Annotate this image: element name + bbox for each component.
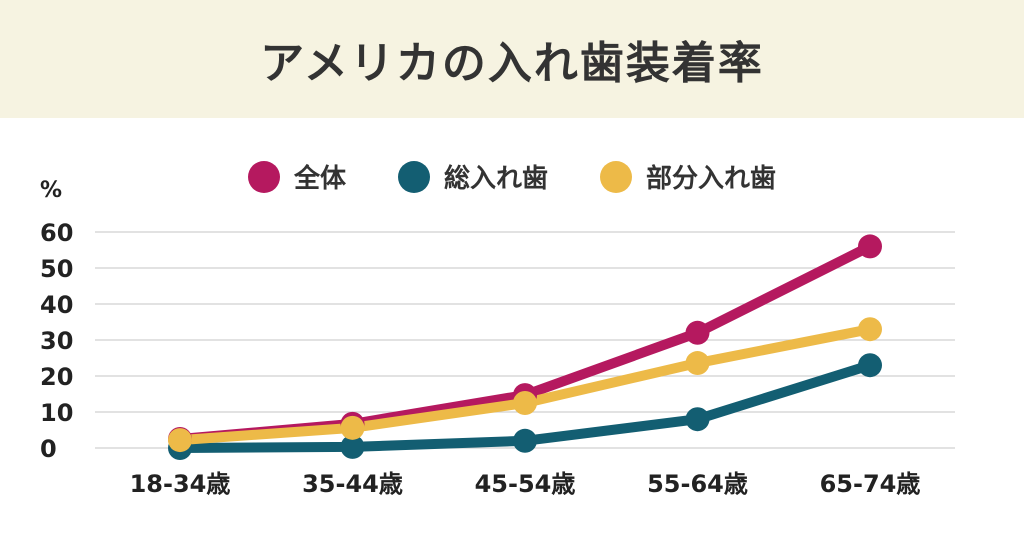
x-tick-label: 55-64歳 — [647, 470, 748, 498]
y-axis-label: % — [40, 178, 62, 203]
x-tick-label: 65-74歳 — [820, 470, 921, 498]
legend-label: 部分入れ歯 — [646, 164, 777, 194]
y-tick-label: 30 — [40, 327, 73, 355]
legend-item-partial-denture: 部分入れ歯 — [600, 158, 776, 195]
title-banner: アメリカの入れ歯装着率 — [0, 0, 1024, 118]
data-point-2-0 — [168, 428, 192, 453]
data-point-1-2 — [513, 428, 537, 453]
data-point-2-2 — [513, 391, 537, 415]
data-point-0-3 — [685, 320, 710, 345]
y-tick-label: 50 — [40, 255, 73, 283]
legend-label: 全体 — [293, 164, 346, 194]
legend-item-full-denture: 総入れ歯 — [397, 158, 548, 195]
data-point-2-3 — [685, 351, 710, 376]
x-tick-label: 35-44歳 — [302, 470, 403, 498]
legend-swatch — [247, 160, 280, 193]
y-tick-label: 40 — [40, 291, 73, 319]
data-point-1-3 — [685, 407, 710, 432]
y-tick-label: 10 — [40, 399, 73, 427]
x-tick-label: 18-34歳 — [130, 470, 231, 498]
data-point-1-1 — [340, 434, 365, 459]
legend: 全体 総入れ歯 部分入れ歯 — [0, 158, 1024, 195]
data-point-2-4 — [858, 317, 882, 342]
data-point-0-4 — [858, 234, 882, 259]
legend-swatch — [397, 160, 430, 193]
legend-item-all: 全体 — [247, 158, 346, 195]
data-point-2-1 — [340, 415, 365, 440]
x-tick-label: 45-54歳 — [475, 470, 576, 498]
data-point-1-4 — [858, 353, 882, 378]
chart-title: アメリカの入れ歯装着率 — [260, 38, 764, 89]
legend-label: 総入れ歯 — [443, 164, 548, 194]
y-tick-label: 20 — [40, 363, 73, 391]
y-tick-label: 60 — [40, 219, 73, 247]
y-tick-label: 0 — [40, 435, 57, 463]
legend-swatch — [600, 160, 632, 193]
